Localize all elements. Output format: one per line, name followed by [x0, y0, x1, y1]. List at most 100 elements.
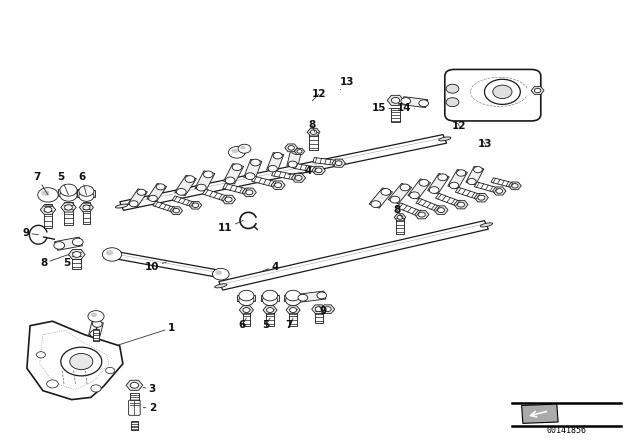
- Text: 3: 3: [143, 384, 156, 394]
- Polygon shape: [286, 306, 300, 314]
- Polygon shape: [93, 329, 99, 341]
- Circle shape: [438, 174, 447, 181]
- Polygon shape: [175, 175, 196, 196]
- Circle shape: [173, 208, 179, 213]
- Polygon shape: [40, 205, 56, 214]
- Text: 7: 7: [285, 318, 293, 330]
- Circle shape: [79, 186, 94, 196]
- Circle shape: [54, 241, 65, 249]
- Circle shape: [262, 295, 278, 306]
- Polygon shape: [223, 183, 250, 194]
- Polygon shape: [455, 187, 482, 200]
- Polygon shape: [285, 144, 298, 152]
- Circle shape: [419, 212, 426, 217]
- Polygon shape: [321, 305, 335, 314]
- Circle shape: [449, 182, 459, 189]
- Polygon shape: [202, 189, 229, 202]
- Text: 9: 9: [22, 228, 38, 238]
- Circle shape: [212, 268, 229, 280]
- Circle shape: [44, 207, 52, 212]
- Polygon shape: [291, 174, 305, 182]
- Text: 9: 9: [319, 306, 327, 316]
- Polygon shape: [244, 159, 262, 180]
- Polygon shape: [89, 322, 103, 336]
- Polygon shape: [428, 173, 449, 194]
- Text: 5: 5: [57, 172, 68, 195]
- Circle shape: [298, 294, 308, 301]
- Circle shape: [251, 159, 260, 166]
- Circle shape: [371, 201, 381, 207]
- Text: 1: 1: [118, 323, 175, 345]
- Circle shape: [438, 208, 445, 213]
- Text: 13: 13: [340, 77, 354, 90]
- Circle shape: [73, 251, 81, 257]
- Polygon shape: [294, 148, 305, 155]
- Polygon shape: [111, 251, 222, 278]
- Circle shape: [137, 189, 146, 195]
- Circle shape: [60, 189, 77, 201]
- Polygon shape: [309, 130, 318, 150]
- Polygon shape: [402, 97, 428, 108]
- Polygon shape: [239, 306, 253, 314]
- Polygon shape: [266, 307, 274, 326]
- Circle shape: [493, 85, 512, 99]
- Circle shape: [232, 164, 242, 171]
- Circle shape: [534, 88, 541, 93]
- Text: 8: 8: [393, 205, 402, 217]
- Circle shape: [70, 353, 93, 370]
- Polygon shape: [44, 204, 52, 228]
- Polygon shape: [312, 305, 326, 314]
- Circle shape: [196, 184, 206, 191]
- Circle shape: [102, 248, 122, 261]
- Polygon shape: [509, 182, 521, 190]
- Polygon shape: [172, 196, 196, 207]
- Text: 10: 10: [145, 262, 166, 271]
- Circle shape: [192, 203, 198, 207]
- Polygon shape: [289, 307, 297, 326]
- Circle shape: [36, 352, 45, 358]
- Circle shape: [225, 197, 232, 202]
- Ellipse shape: [438, 137, 451, 141]
- Circle shape: [83, 205, 90, 210]
- Circle shape: [91, 313, 97, 317]
- Polygon shape: [252, 176, 278, 187]
- Polygon shape: [387, 95, 404, 105]
- Polygon shape: [83, 202, 90, 224]
- Ellipse shape: [107, 253, 117, 256]
- Polygon shape: [474, 194, 488, 202]
- Circle shape: [390, 196, 400, 203]
- Circle shape: [291, 148, 301, 154]
- Circle shape: [47, 380, 58, 388]
- Circle shape: [467, 179, 476, 185]
- Polygon shape: [261, 295, 279, 301]
- Text: 13: 13: [478, 139, 492, 149]
- Circle shape: [262, 290, 278, 301]
- Circle shape: [243, 307, 250, 313]
- Polygon shape: [448, 169, 467, 189]
- Circle shape: [316, 306, 323, 312]
- Circle shape: [397, 215, 403, 219]
- Polygon shape: [68, 250, 85, 259]
- Polygon shape: [79, 203, 93, 212]
- Circle shape: [316, 168, 322, 172]
- Polygon shape: [531, 86, 544, 95]
- Circle shape: [185, 176, 195, 182]
- Polygon shape: [396, 216, 404, 234]
- Circle shape: [400, 184, 410, 191]
- Circle shape: [446, 84, 459, 93]
- Polygon shape: [120, 134, 447, 211]
- Circle shape: [131, 382, 139, 388]
- Circle shape: [285, 290, 301, 301]
- Polygon shape: [271, 170, 298, 180]
- Text: 6: 6: [78, 172, 86, 195]
- Polygon shape: [391, 108, 400, 122]
- Circle shape: [216, 271, 222, 275]
- Text: 5: 5: [262, 318, 270, 330]
- Circle shape: [295, 176, 302, 181]
- Circle shape: [90, 331, 100, 337]
- Circle shape: [241, 146, 246, 149]
- Ellipse shape: [216, 273, 226, 276]
- Circle shape: [410, 192, 419, 198]
- Polygon shape: [128, 189, 147, 207]
- Polygon shape: [522, 404, 558, 423]
